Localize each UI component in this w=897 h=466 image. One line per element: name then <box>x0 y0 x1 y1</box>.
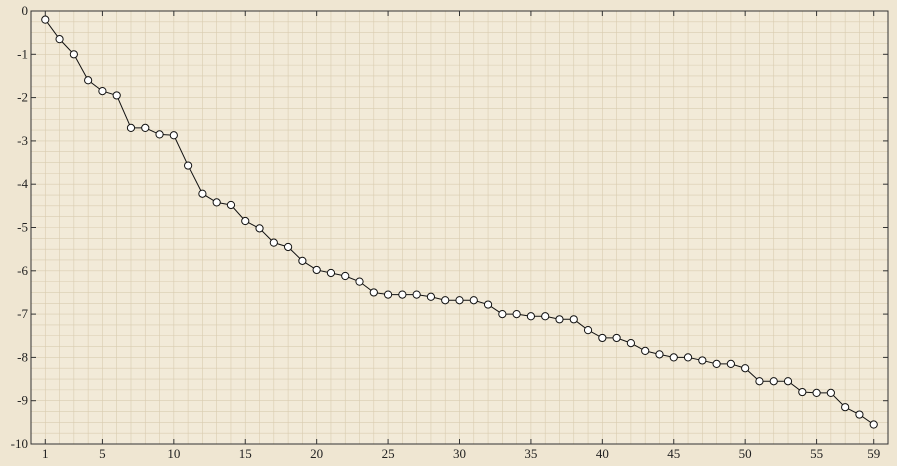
y-tick-label: -6 <box>17 263 28 278</box>
data-point <box>726 359 735 368</box>
data-point <box>41 15 50 24</box>
data-point <box>812 388 821 398</box>
data-point <box>712 359 721 368</box>
y-tick-label: -9 <box>17 393 28 408</box>
data-point <box>355 277 364 286</box>
data-point <box>441 296 450 305</box>
data-point <box>412 290 421 299</box>
x-tick-label: 35 <box>524 446 537 461</box>
data-point <box>241 216 250 226</box>
data-point <box>569 315 578 324</box>
data-point <box>469 296 478 305</box>
data-point <box>483 300 493 309</box>
data-point <box>212 198 221 207</box>
data-point <box>126 123 136 133</box>
data-point <box>312 265 321 275</box>
y-tick-label: -2 <box>17 90 28 105</box>
data-point <box>683 353 693 362</box>
data-point <box>598 333 607 343</box>
data-point <box>526 312 536 321</box>
y-tick-label: -10 <box>11 436 28 451</box>
y-tick-label: 0 <box>22 3 29 18</box>
data-point <box>612 333 621 343</box>
data-point <box>169 131 178 140</box>
data-point <box>455 296 464 305</box>
x-tick-label: 30 <box>453 446 466 461</box>
data-point <box>298 256 307 265</box>
data-point <box>626 339 636 348</box>
data-point <box>398 290 407 299</box>
y-tick-label: -5 <box>17 220 28 235</box>
y-tick-label: -1 <box>17 46 28 61</box>
data-point <box>341 271 350 281</box>
data-point <box>783 377 793 386</box>
x-tick-label: 20 <box>310 446 323 461</box>
data-point <box>55 35 64 44</box>
x-tick-label: 45 <box>667 446 680 461</box>
data-point <box>98 87 107 96</box>
data-point <box>112 91 121 100</box>
data-point <box>541 312 550 321</box>
x-tick-label: 59 <box>867 446 880 461</box>
x-tick-label: 40 <box>596 446 609 461</box>
data-point <box>326 268 336 278</box>
data-point <box>555 315 564 324</box>
x-tick-label: 10 <box>167 446 180 461</box>
data-point <box>383 290 393 299</box>
data-point <box>226 200 236 210</box>
x-tick-label: 50 <box>739 446 752 461</box>
x-tick-label: 1 <box>42 446 49 461</box>
data-point <box>798 387 807 397</box>
y-tick-label: -8 <box>17 349 28 364</box>
data-point <box>84 76 93 85</box>
data-point <box>498 310 507 319</box>
data-point <box>655 350 664 359</box>
data-point <box>69 50 78 59</box>
data-point <box>841 403 850 412</box>
data-point <box>755 377 764 386</box>
data-point <box>255 224 264 233</box>
data-point <box>284 242 293 252</box>
data-point <box>583 326 593 335</box>
x-tick-label: 25 <box>382 446 395 461</box>
data-point <box>698 356 707 365</box>
data-point <box>641 346 650 356</box>
x-tick-label: 5 <box>99 446 106 461</box>
y-tick-label: -3 <box>17 133 28 148</box>
data-point <box>855 410 864 419</box>
data-point <box>184 161 193 170</box>
x-tick-label: 15 <box>239 446 252 461</box>
data-point <box>141 123 150 133</box>
data-point <box>669 353 678 362</box>
data-point <box>869 420 878 429</box>
data-point <box>155 130 164 139</box>
data-point <box>826 388 835 398</box>
data-point <box>426 292 436 301</box>
data-point <box>769 377 778 386</box>
x-tick-label: 55 <box>810 446 823 461</box>
data-point <box>369 288 378 297</box>
data-point <box>198 189 207 198</box>
data-point <box>269 238 278 247</box>
data-point <box>512 310 521 319</box>
data-point <box>741 364 750 373</box>
y-tick-label: -7 <box>17 306 28 321</box>
y-tick-label: -4 <box>17 176 28 191</box>
